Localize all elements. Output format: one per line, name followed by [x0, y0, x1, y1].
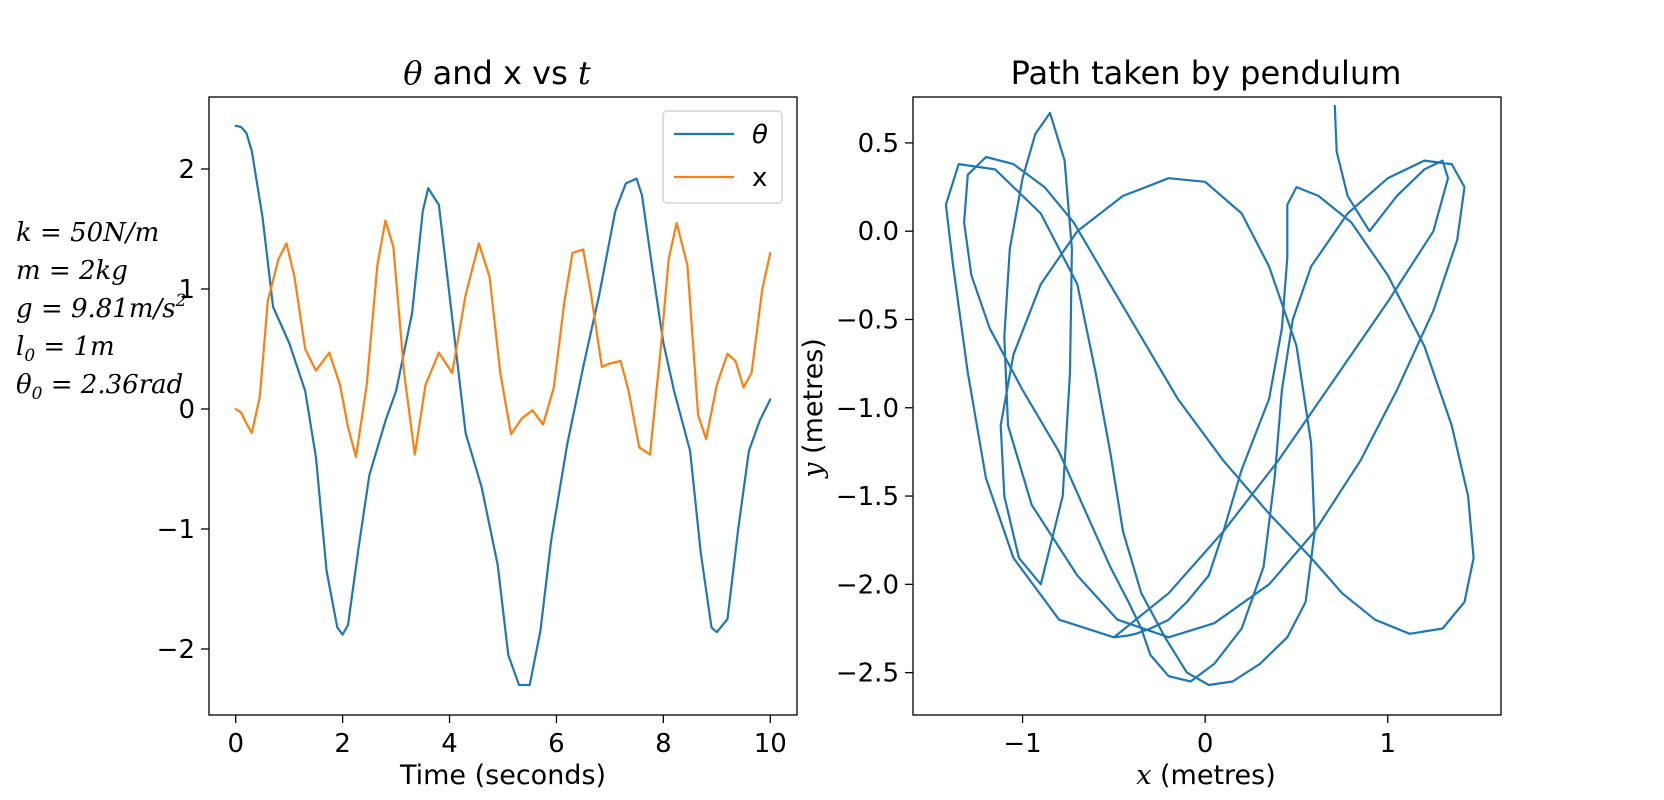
- left-ytick-label: −2: [157, 635, 195, 665]
- parameters-block: k = 50N/m m = 2kg g = 9.81m/s2 l0 = 1m θ…: [16, 218, 186, 404]
- right-ticks: −1 0 1 0.5 0.0 −0.5 −1.0 −1.5 −2.0 −2.5: [836, 129, 1396, 759]
- param-m: m = 2kg: [16, 256, 128, 286]
- param-theta0: θ0 = 2.36rad: [16, 370, 183, 404]
- left-xlabel: Time (seconds): [399, 760, 606, 791]
- left-xtick-label: 6: [548, 729, 565, 759]
- left-xtick-label: 10: [754, 729, 787, 759]
- right-xtick-label: 1: [1380, 729, 1397, 759]
- right-ytick-label: −2.5: [836, 659, 899, 689]
- left-xtick-label: 0: [227, 729, 244, 759]
- left-ytick-label: 0: [178, 395, 195, 425]
- right-ytick-label: −1.0: [836, 394, 899, 424]
- param-l0-sub: 0: [24, 346, 35, 366]
- right-ytick-label: 0.5: [858, 129, 899, 159]
- right-axes-title: Path taken by pendulum: [1011, 54, 1402, 92]
- title-text: and x vs: [422, 54, 577, 92]
- left-ytick-label: −1: [157, 515, 195, 545]
- left-axes-title: θ and x vs t: [403, 54, 591, 92]
- right-xlabel: x (metres): [1136, 760, 1276, 791]
- left-xtick-label: 8: [655, 729, 672, 759]
- left-ytick-label: 2: [178, 155, 195, 185]
- right-ylabel-text: (metres): [798, 338, 829, 462]
- right-ytick-label: 0.0: [858, 217, 899, 247]
- right-ylabel-math: y: [798, 462, 829, 479]
- param-theta0-main: θ: [16, 370, 32, 400]
- right-series-line-0: [944, 104, 1475, 687]
- left-series-line-1: [234, 219, 772, 459]
- param-theta0-rest: = 2.36rad: [42, 370, 183, 400]
- param-theta0-sub: 0: [32, 384, 43, 404]
- title-t: t: [578, 54, 591, 92]
- title-theta: θ: [403, 54, 422, 92]
- right-xlabel-math: x: [1136, 760, 1151, 791]
- right-ylabel: y (metres): [798, 338, 829, 479]
- left-plot-area: [234, 124, 772, 687]
- legend-x-label: x: [752, 163, 767, 193]
- left-xtick-label: 4: [441, 729, 458, 759]
- param-l0-rest: = 1m: [35, 332, 115, 362]
- right-axes: Path taken by pendulum −1 0 1 0.5 0.0 −0.5 −1.…: [798, 54, 1502, 791]
- right-ytick-label: −1.5: [836, 482, 899, 512]
- right-plot-area: [944, 104, 1475, 687]
- right-ytick-label: −2.0: [836, 570, 899, 600]
- param-g-main: g = 9.81m/s: [16, 294, 176, 324]
- param-l0: l0 = 1m: [16, 332, 115, 366]
- right-axes-frame: [912, 96, 1502, 716]
- left-xtick-label: 2: [334, 729, 351, 759]
- param-g: g = 9.81m/s2: [16, 291, 186, 324]
- right-xtick-label: 0: [1197, 729, 1214, 759]
- legend-theta-label: θ: [752, 120, 768, 150]
- left-ytick-label: 1: [178, 275, 195, 305]
- legend: θ x: [662, 110, 783, 204]
- left-series-line-0: [234, 124, 772, 687]
- param-g-sup: 2: [175, 291, 187, 311]
- param-k: k = 50N/m: [16, 218, 159, 248]
- right-ytick-label: −0.5: [836, 305, 899, 335]
- right-xlabel-text: (metres): [1151, 760, 1275, 791]
- param-l0-main: l: [16, 332, 24, 362]
- right-xtick-label: −1: [1003, 729, 1041, 759]
- left-axes-frame: [208, 96, 798, 716]
